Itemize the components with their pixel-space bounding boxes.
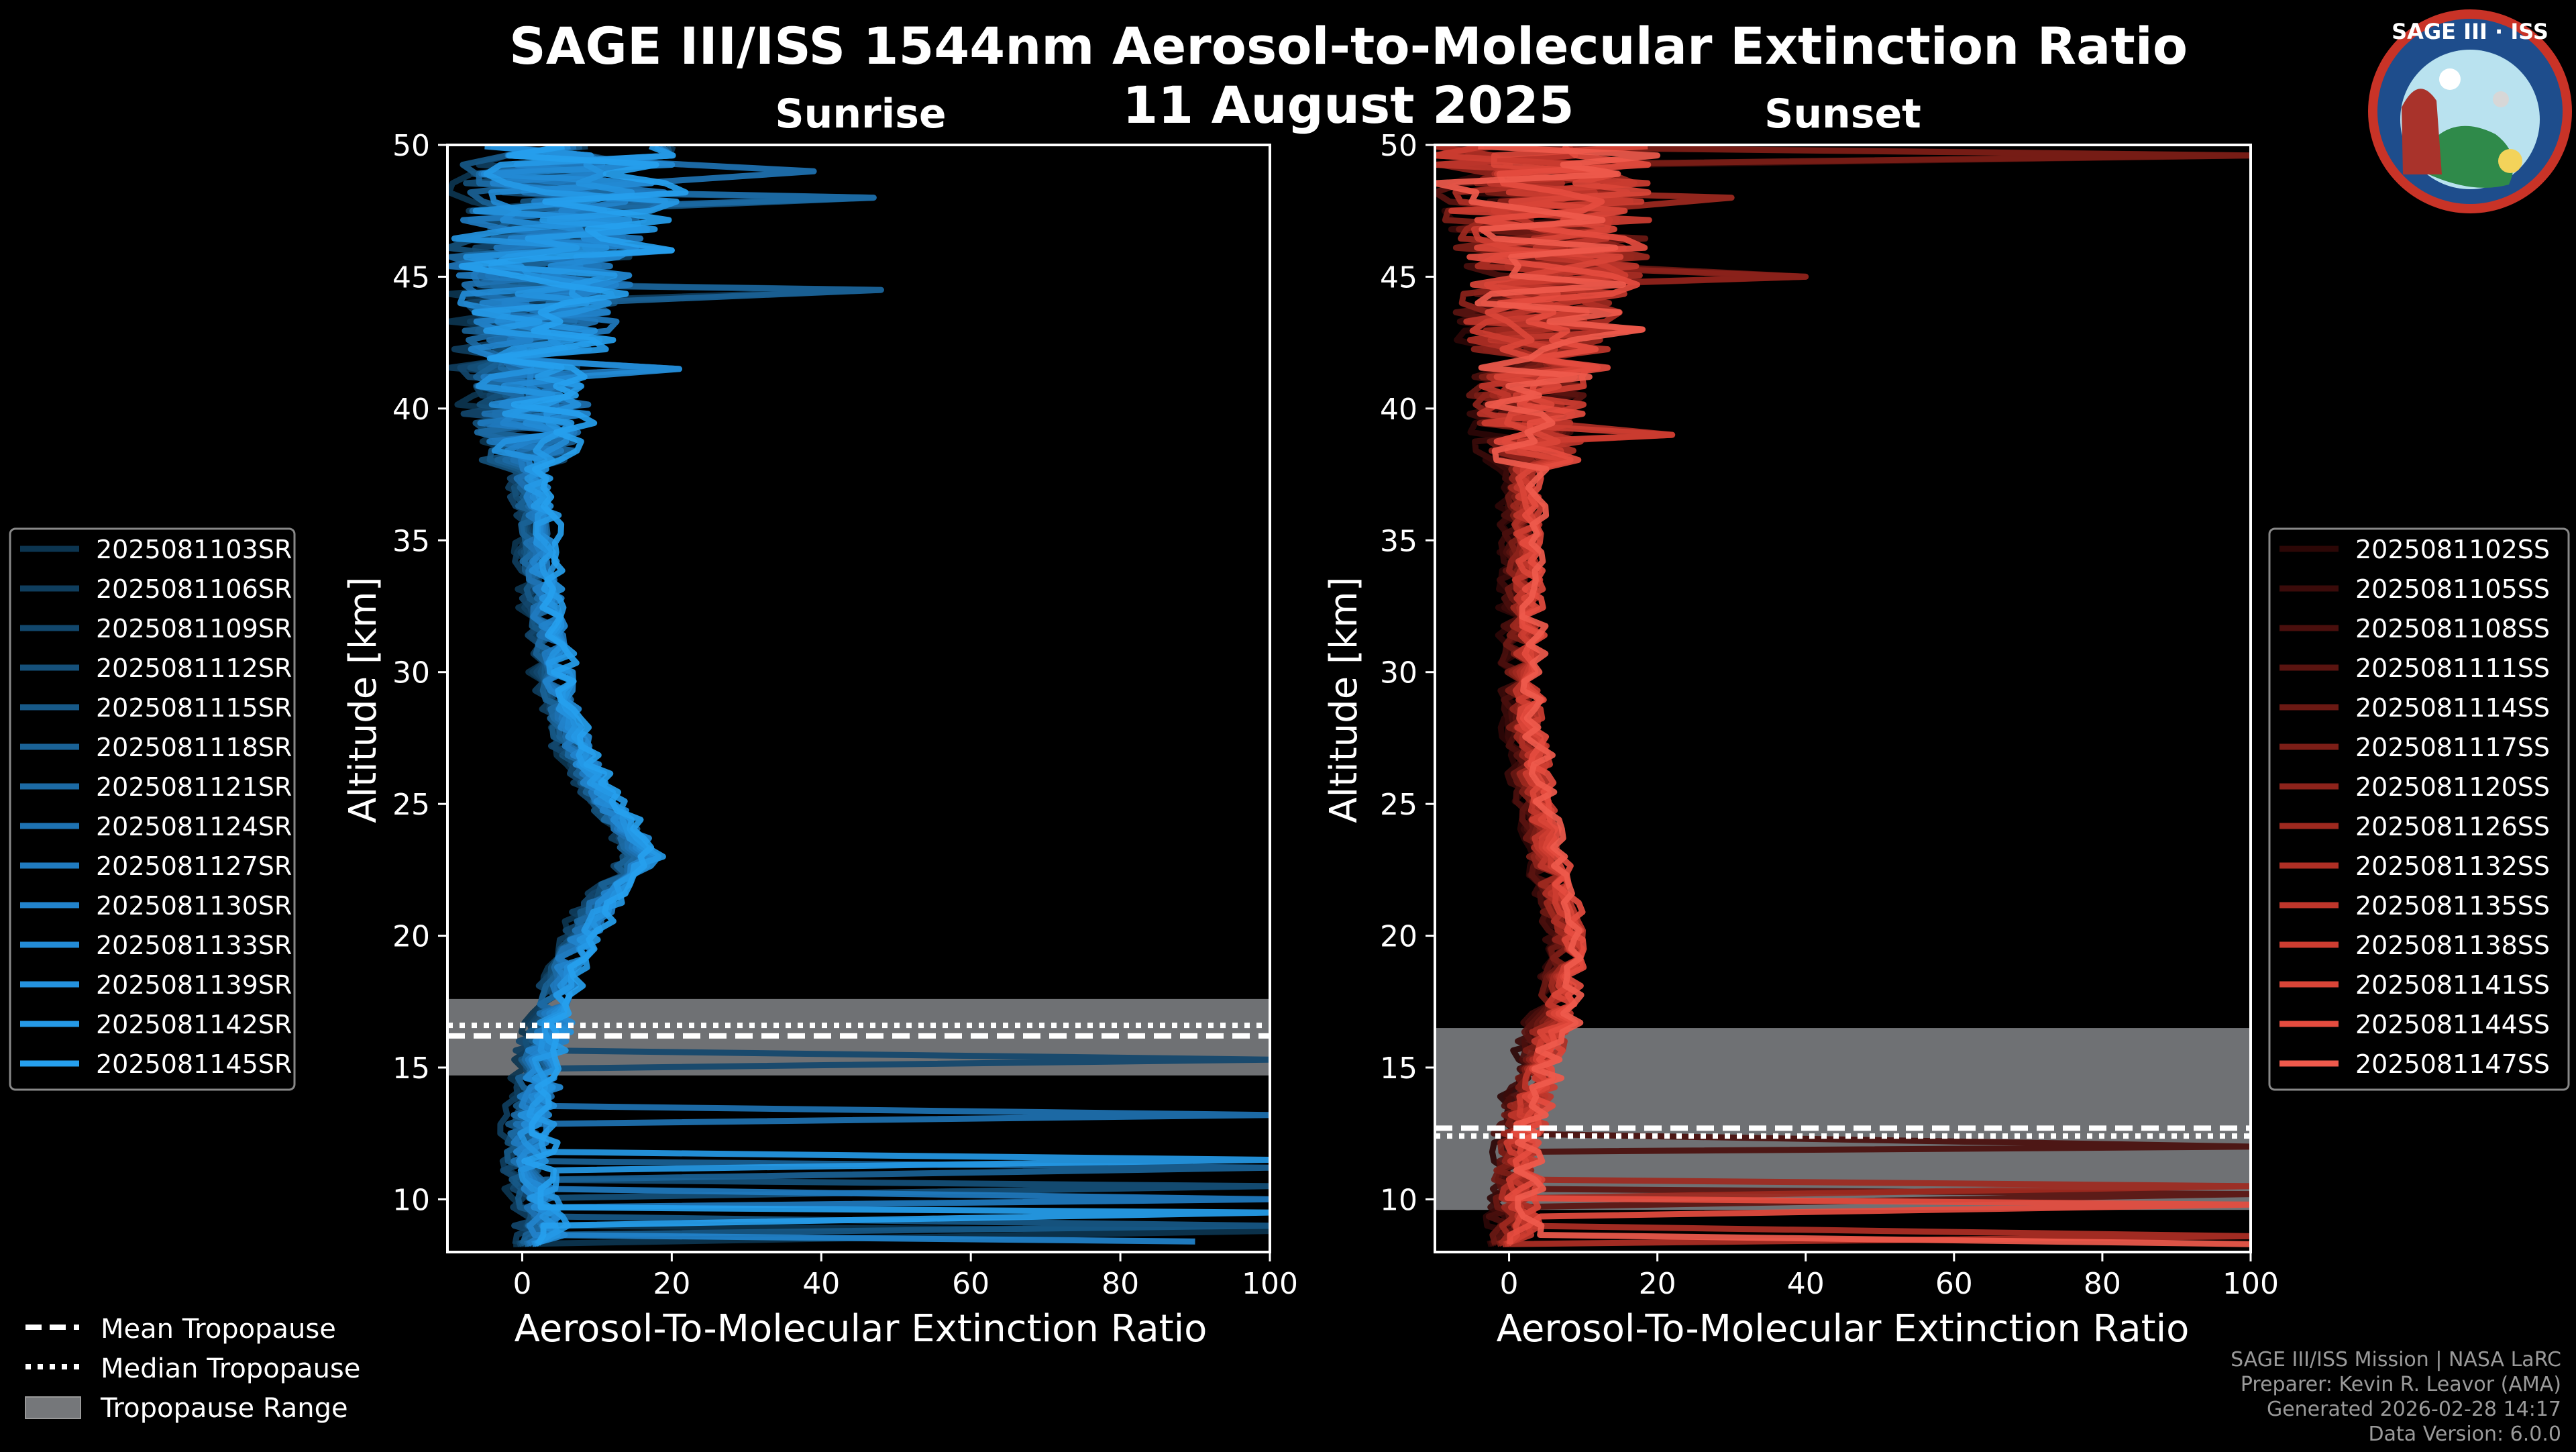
sunrise-legend: 2025081103SR 2025081106SR 2025081109SR 2025…: [9, 527, 296, 1091]
sunrise-y-tick-label: 40: [392, 393, 430, 427]
tropopause-range-label: Tropopause Range: [100, 1393, 348, 1424]
sunrise-legend-label: 2025081142SR: [96, 1010, 292, 1039]
sunrise-series-2025081142SR: [471, 145, 1270, 1247]
mission-badge-logo: SAGE III · ISS: [2368, 9, 2572, 213]
mean-tropopause-label: Mean Tropopause: [101, 1314, 336, 1345]
sunset-legend-label: 2025081135SS: [2355, 891, 2550, 921]
sunrise-panel: Sunrise Altitude [km] Aerosol-To-Molecul…: [341, 91, 1298, 1351]
sunrise-legend-label: 2025081145SR: [96, 1049, 292, 1079]
sunset-x-tick-label: 100: [2222, 1267, 2279, 1301]
sunrise-legend-label: 2025081121SR: [96, 772, 292, 802]
median-tropopause-label: Median Tropopause: [101, 1353, 360, 1384]
sunrise-y-tick-label: 50: [392, 129, 430, 163]
sunrise-legend-label: 2025081130SR: [96, 891, 292, 921]
footer-preparer: Preparer: Kevin R. Leavor (AMA): [2241, 1373, 2561, 1396]
badge-sun-icon: [2498, 149, 2522, 173]
sunrise-legend-label: 2025081127SR: [96, 851, 292, 881]
sunset-y-tick-label: 50: [1380, 129, 1417, 163]
sunset-y-axis-label: Altitude [km]: [1322, 576, 1366, 823]
badge-text: SAGE III · ISS: [2392, 19, 2548, 44]
sunrise-y-tick-label: 35: [392, 524, 430, 558]
sunrise-axes-frame: [446, 144, 1271, 1253]
sunset-panel-title: Sunset: [1764, 91, 1921, 138]
sunset-legend: 2025081102SS 2025081105SS 2025081108SS 2025…: [2268, 527, 2570, 1091]
sunrise-x-tick-label: 0: [513, 1267, 531, 1301]
sunrise-y-tick-label: 25: [392, 788, 430, 822]
sunset-legend-label: 2025081102SS: [2355, 535, 2550, 564]
sunset-legend-label: 2025081147SS: [2355, 1049, 2550, 1079]
footer-data-version: Data Version: 6.0.0: [2369, 1422, 2561, 1446]
sunrise-series-2025081139SR: [451, 145, 662, 1247]
sunset-legend-label: 2025081132SS: [2355, 851, 2550, 881]
sunset-legend-label: 2025081144SS: [2355, 1010, 2550, 1039]
sunrise-panel-title: Sunrise: [775, 91, 946, 138]
sunrise-series-2025081145SR: [458, 145, 1270, 1246]
sunset-y-tick-label: 45: [1380, 260, 1417, 295]
sunrise-legend-label: 2025081133SR: [96, 931, 292, 960]
sunset-y-tick-label: 25: [1380, 788, 1417, 822]
badge-figure-icon: [2402, 89, 2442, 174]
sunrise-y-tick-label: 15: [392, 1051, 430, 1086]
sunset-y-tick-label: 15: [1380, 1051, 1417, 1086]
sunset-y-tick-label: 20: [1380, 920, 1417, 954]
sunset-axes-frame: [1434, 144, 2252, 1253]
sunrise-legend-label: 2025081109SR: [96, 614, 292, 643]
sunrise-legend-label: 2025081115SR: [96, 693, 292, 723]
sunset-legend-frame: [2268, 527, 2570, 1091]
sunrise-legend-label: 2025081103SR: [96, 535, 292, 564]
sunrise-legend-label: 2025081124SR: [96, 812, 292, 841]
sunset-y-tick-label: 40: [1380, 393, 1417, 427]
badge-moon-icon: [2439, 68, 2461, 90]
sunset-x-tick-label: 40: [1787, 1267, 1825, 1301]
sunset-legend-label: 2025081105SS: [2355, 574, 2550, 604]
sunrise-x-axis-label: Aerosol-To-Molecular Extinction Ratio: [515, 1307, 1208, 1351]
footer-generated: Generated 2026-02-28 14:17: [2267, 1398, 2561, 1421]
sunrise-legend-frame: [9, 527, 296, 1091]
sunset-legend-label: 2025081141SS: [2355, 970, 2550, 1000]
sunrise-legend-label: 2025081118SR: [96, 733, 292, 762]
sunset-legend-label: 2025081108SS: [2355, 614, 2550, 643]
badge-satellite-icon: [2493, 91, 2509, 107]
sunrise-y-tick-label: 45: [392, 260, 430, 295]
tropopause-range-swatch: [25, 1396, 81, 1419]
sunrise-x-tick-label: 20: [653, 1267, 690, 1301]
sunset-legend-label: 2025081126SS: [2355, 812, 2550, 841]
sunset-x-tick-label: 80: [2084, 1267, 2121, 1301]
sunrise-y-tick-label: 30: [392, 656, 430, 690]
footer-mission: SAGE III/ISS Mission | NASA LaRC: [2231, 1348, 2561, 1371]
sunrise-x-tick-label: 60: [952, 1267, 989, 1301]
sunrise-x-tick-label: 100: [1242, 1267, 1298, 1301]
sunset-legend-label: 2025081120SS: [2355, 772, 2550, 802]
sunset-x-tick-label: 60: [1935, 1267, 1973, 1301]
sunset-x-axis-label: Aerosol-To-Molecular Extinction Ratio: [1497, 1307, 2190, 1351]
tropopause-legend: Mean Tropopause Median Tropopause Tropop…: [25, 1314, 360, 1424]
figure-date: 11 August 2025: [1122, 75, 1574, 135]
sunset-panel: Sunset Altitude [km] Aerosol-To-Molecula…: [1322, 91, 2279, 1351]
sunset-y-tick-label: 35: [1380, 524, 1417, 558]
sunrise-legend-label: 2025081112SR: [96, 654, 292, 683]
sunrise-y-tick-label: 10: [392, 1183, 430, 1217]
sunset-y-tick-label: 10: [1380, 1183, 1417, 1217]
sunset-profiles: [1435, 145, 2251, 1247]
sunset-legend-label: 2025081114SS: [2355, 693, 2550, 723]
sunset-legend-label: 2025081111SS: [2355, 654, 2550, 683]
sunrise-profiles: [447, 145, 1270, 1247]
sunrise-legend-label: 2025081106SR: [96, 574, 292, 604]
sunrise-y-tick-label: 20: [392, 920, 430, 954]
sunset-legend-label: 2025081138SS: [2355, 931, 2550, 960]
sunset-y-tick-label: 30: [1380, 656, 1417, 690]
footer: SAGE III/ISS Mission | NASA LaRC Prepare…: [2231, 1348, 2561, 1446]
sunrise-y-axis-label: Altitude [km]: [341, 576, 385, 823]
sunrise-x-tick-label: 40: [802, 1267, 840, 1301]
sunset-legend-label: 2025081117SS: [2355, 733, 2550, 762]
sunset-series-2025081147SS: [1435, 145, 2251, 1247]
figure-title: SAGE III/ISS 1544nm Aerosol-to-Molecular…: [509, 16, 2188, 76]
sunrise-x-tick-label: 80: [1102, 1267, 1139, 1301]
sunset-x-tick-label: 0: [1500, 1267, 1519, 1301]
sunset-x-tick-label: 20: [1639, 1267, 1676, 1301]
sunrise-legend-label: 2025081139SR: [96, 970, 292, 1000]
